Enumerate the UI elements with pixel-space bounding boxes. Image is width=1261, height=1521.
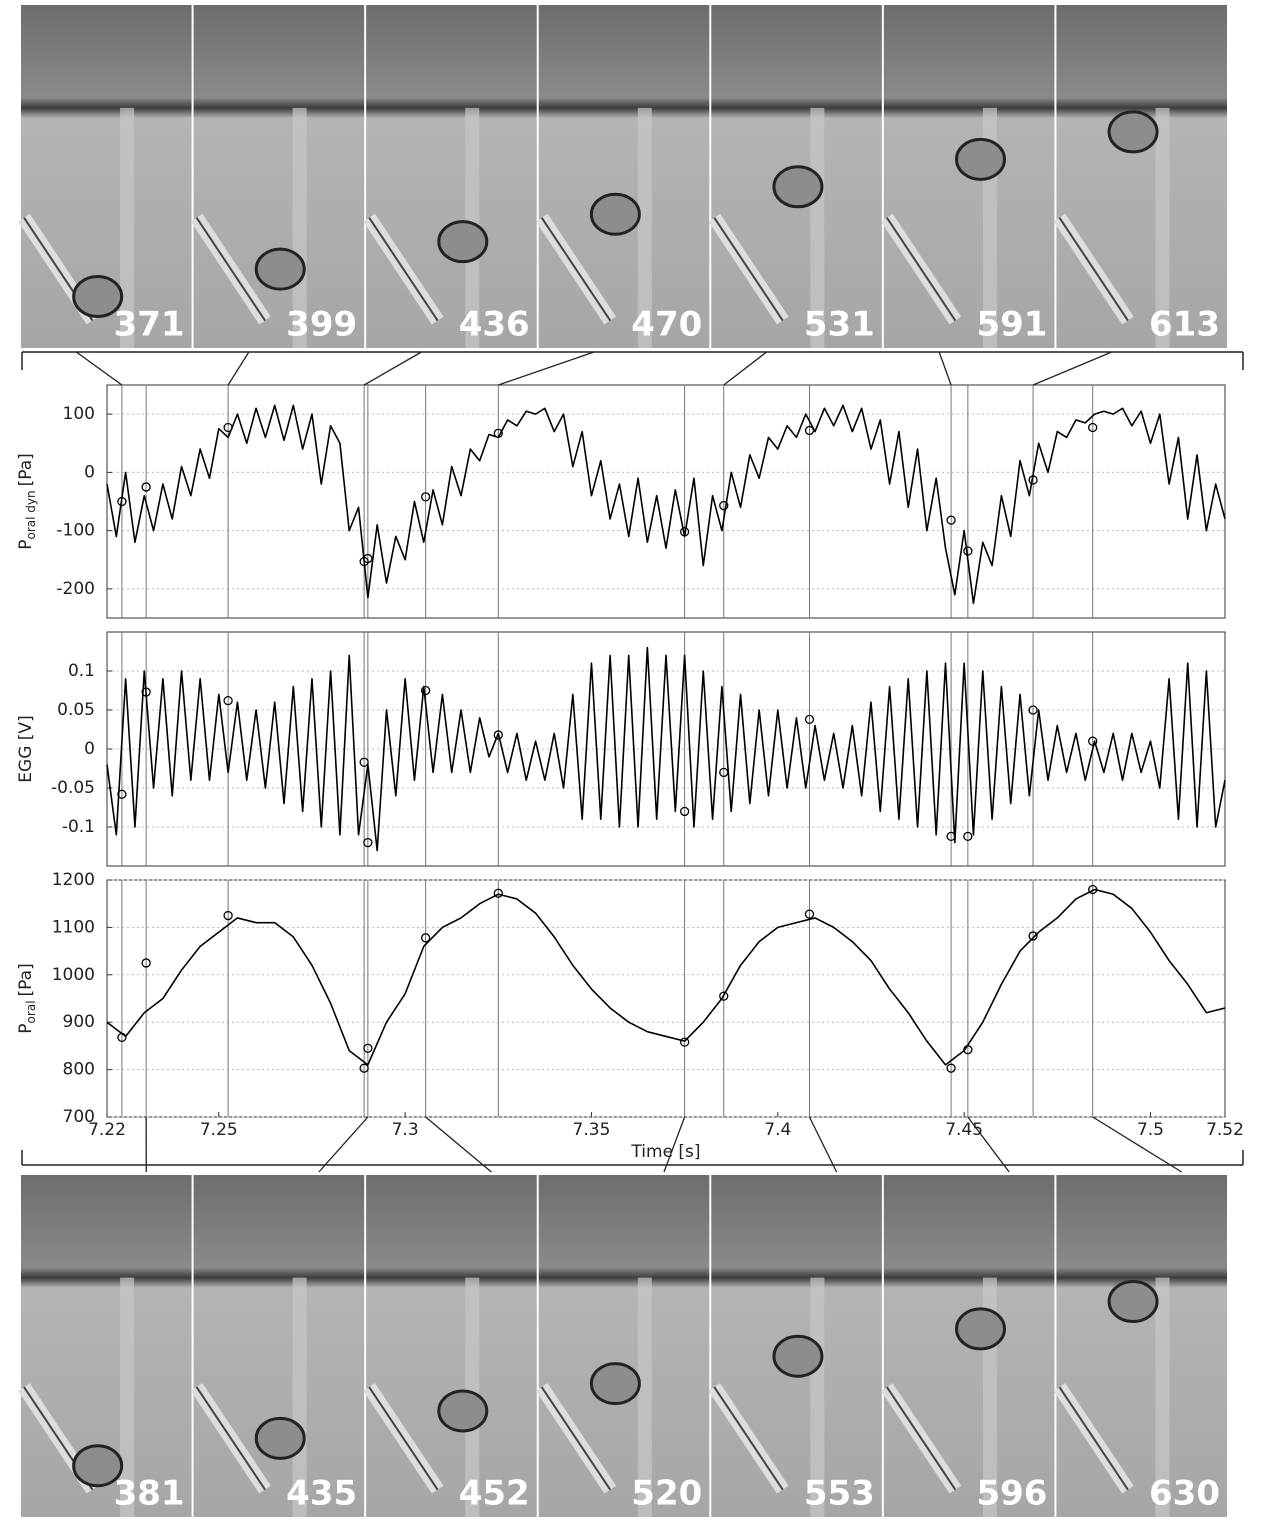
photo: 520 — [539, 1175, 710, 1517]
y-label-sub: oral — [24, 1000, 38, 1023]
y-axis-label: EGG [V] — [16, 715, 36, 782]
y-label-main: P — [16, 540, 36, 550]
bubble — [774, 1336, 822, 1376]
y-tick-label: 0.1 — [68, 661, 95, 681]
photo-bg — [194, 5, 365, 348]
photo: 613 — [1056, 5, 1227, 348]
frame-number: 630 — [1149, 1474, 1220, 1514]
frame-number: 371 — [114, 305, 185, 345]
connector — [319, 1117, 368, 1172]
frame-number: 596 — [976, 1474, 1047, 1514]
bubble — [591, 1364, 639, 1404]
frame-number: 531 — [804, 305, 875, 345]
photo: 381 — [21, 1175, 192, 1517]
bubble — [591, 194, 639, 234]
bubble — [957, 1309, 1005, 1349]
y-tick-label: 0 — [84, 739, 95, 759]
photo: 596 — [884, 1175, 1055, 1517]
connector — [364, 352, 421, 385]
plot-frame — [107, 385, 1225, 618]
y-tick-label: -0.1 — [62, 817, 95, 837]
x-tick-label: 7.3 — [392, 1120, 419, 1140]
y-axis-label: Poral dyn [Pa] — [16, 453, 38, 550]
y-tick-label: 1100 — [52, 917, 95, 937]
photo: 436 — [366, 5, 537, 348]
photo: 630 — [1056, 1175, 1227, 1517]
y-tick-label: 100 — [63, 404, 95, 424]
y-tick-label: 0 — [84, 462, 95, 482]
y-tick-label: 0.05 — [57, 700, 95, 720]
y-tick-label: -0.05 — [51, 778, 95, 798]
y-tick-label: 800 — [63, 1060, 95, 1080]
photo: 435 — [194, 1175, 365, 1517]
bubble — [774, 167, 822, 207]
photo-bg — [539, 5, 710, 348]
connector — [228, 352, 249, 385]
photo-bg — [1056, 1175, 1227, 1517]
y-label-main: P — [16, 1023, 36, 1033]
y-axis-label: Poral [Pa] — [16, 963, 38, 1033]
connector — [498, 352, 594, 385]
frame-number: 399 — [286, 305, 357, 345]
bubble — [1109, 112, 1157, 152]
frame-number: 436 — [459, 305, 530, 345]
connector — [76, 352, 122, 385]
y-label-unit: [Pa] — [16, 453, 36, 486]
frame-number: 435 — [286, 1474, 357, 1514]
y-tick-label: 1000 — [52, 965, 95, 985]
photo: 553 — [711, 1175, 882, 1517]
y-tick-label: 900 — [63, 1012, 95, 1032]
bubble — [1109, 1282, 1157, 1322]
y-tick-label: -200 — [56, 579, 95, 599]
frame-number: 520 — [631, 1474, 702, 1514]
connector — [426, 1117, 492, 1172]
photo: 399 — [194, 5, 365, 348]
x-tick-label: 7.35 — [573, 1120, 611, 1140]
photo: 591 — [884, 5, 1055, 348]
photo: 470 — [539, 5, 710, 348]
x-tick-label: 7.5 — [1137, 1120, 1164, 1140]
y-label-unit: [Pa] — [16, 963, 36, 996]
photo-bg — [1056, 5, 1227, 348]
x-axis-label: Time [s] — [630, 1142, 700, 1162]
x-tick-label: 7.4 — [764, 1120, 791, 1140]
photo-bg — [366, 1175, 537, 1517]
frame-number: 452 — [459, 1474, 530, 1514]
x-tick-label: 7.52 — [1206, 1120, 1244, 1140]
connector — [809, 1117, 836, 1172]
frame-number: 591 — [976, 305, 1047, 345]
bubble — [439, 222, 487, 262]
bubble — [957, 139, 1005, 179]
connector — [939, 352, 951, 385]
photo-bg — [366, 5, 537, 348]
photo-bg — [539, 1175, 710, 1517]
frame-number: 381 — [114, 1474, 185, 1514]
plot-frame — [107, 880, 1225, 1117]
photo: 452 — [366, 1175, 537, 1517]
frame-number: 613 — [1149, 305, 1220, 345]
y-tick-label: -100 — [56, 521, 95, 541]
x-tick-label: 7.22 — [88, 1120, 126, 1140]
connector — [1033, 352, 1112, 385]
frame-number: 470 — [631, 305, 702, 345]
connector — [968, 1117, 1009, 1172]
connector — [724, 352, 767, 385]
bubble — [256, 1418, 304, 1458]
frame-number: 553 — [804, 1474, 875, 1514]
bubble — [256, 249, 304, 289]
y-label-sub: oral dyn — [24, 490, 38, 539]
photo: 371 — [21, 5, 192, 348]
x-tick-label: 7.25 — [200, 1120, 238, 1140]
photo: 531 — [711, 5, 882, 348]
photo-bg — [194, 1175, 365, 1517]
y-tick-label: 1200 — [52, 870, 95, 890]
y-label-main: EGG [V] — [16, 715, 36, 782]
bubble — [439, 1391, 487, 1431]
